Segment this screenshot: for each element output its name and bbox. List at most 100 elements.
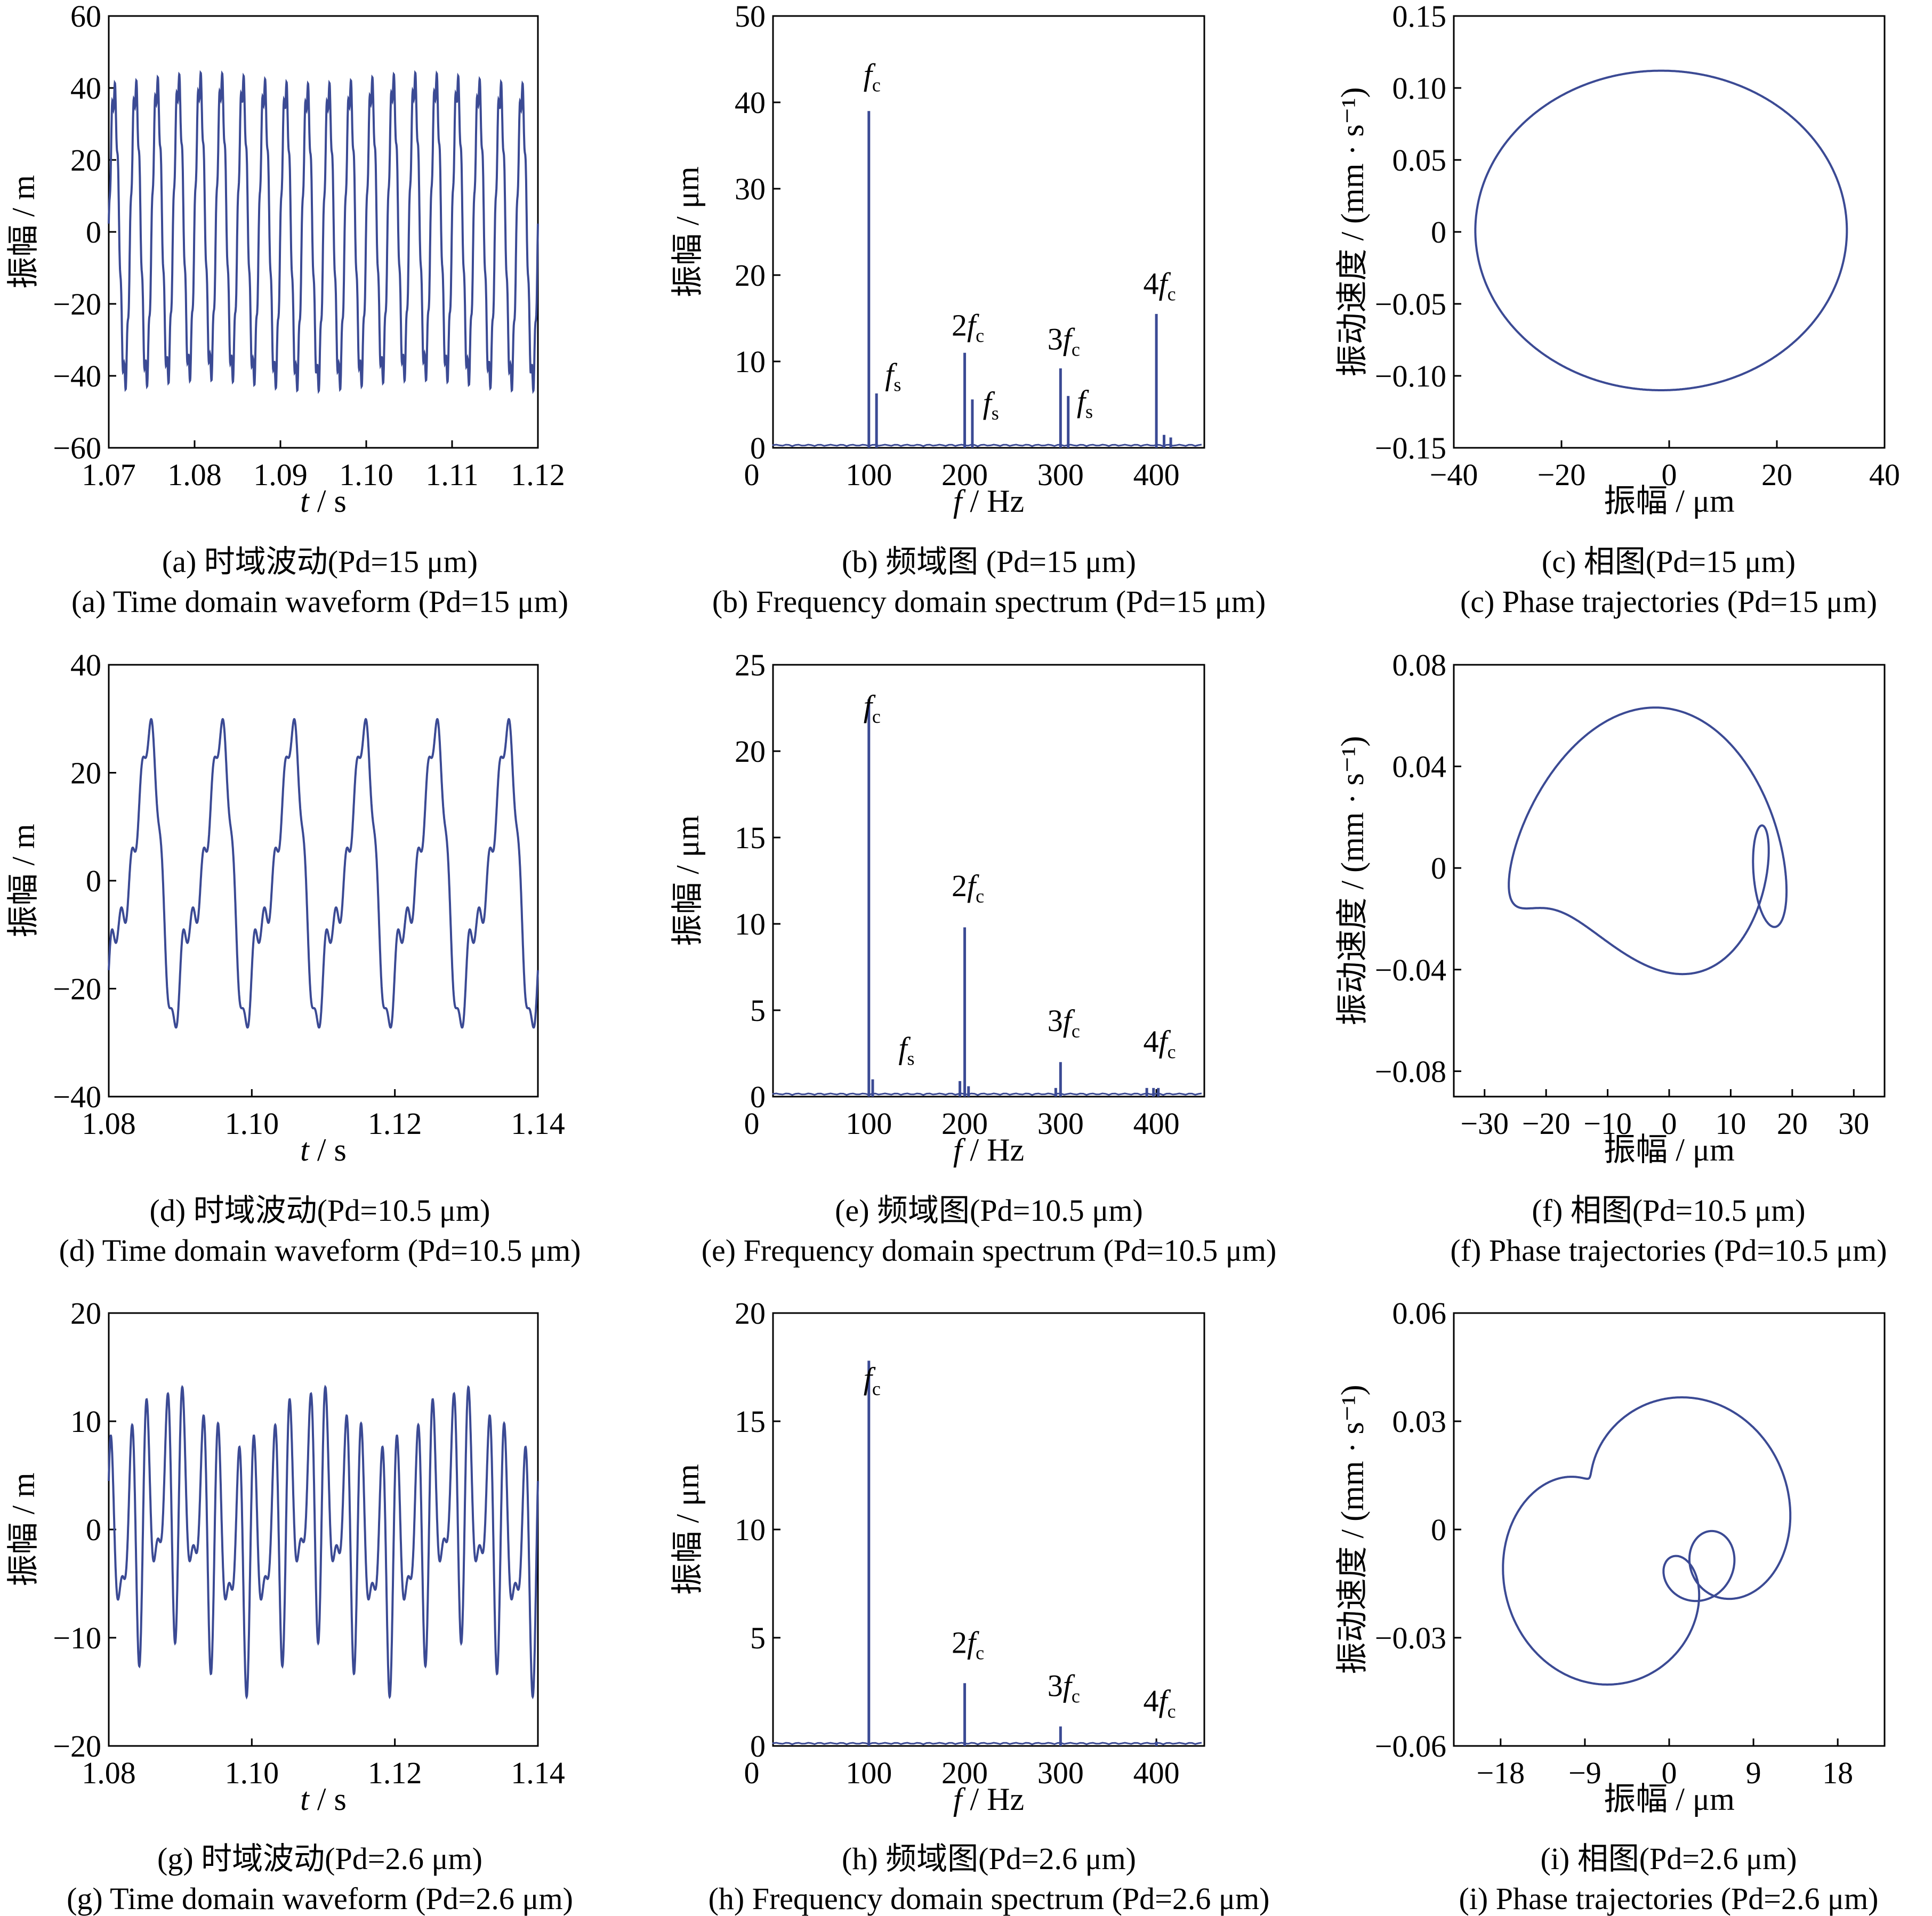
x-tick-label: 200	[941, 1106, 988, 1141]
chart-c: −0.15 −0.10 −0.05 0 0.05 0.10 0.15 −40 −20 0 20 40 振…	[1335, 0, 1900, 519]
x-tick-label: 1.08	[82, 1106, 136, 1141]
x-tick-label: −10	[1583, 1106, 1632, 1141]
y-tick-label: 0	[86, 1512, 101, 1547]
caption-cn-a: (a) 时域波动(Pd=15 μm)	[162, 544, 478, 579]
x-axis-label: f / Hz	[953, 1782, 1024, 1817]
peak-label: 4fc	[1144, 1684, 1176, 1722]
x-tick-label: 1.14	[511, 1756, 565, 1790]
y-tick-label: 30	[735, 172, 766, 206]
phase-trajectory	[1502, 1396, 1792, 1686]
y-tick-label: 40	[735, 85, 766, 120]
caption-cn-d: (d) 时域波动(Pd=10.5 μm)	[149, 1193, 490, 1228]
y-tick-label: 0	[750, 431, 766, 465]
y-axis-label: 振动速度 / (mm · s⁻¹)	[1335, 1385, 1370, 1675]
x-tick-label: 100	[846, 457, 892, 492]
x-tick-label: 200	[941, 1756, 988, 1790]
y-tick-label: −20	[53, 287, 101, 321]
y-axis-label: 振幅 / m	[6, 175, 41, 288]
waveform-series	[108, 718, 539, 1029]
peak-label: 2fc	[952, 308, 984, 346]
y-tick-label: 20	[70, 756, 101, 791]
caption-cn-f: (f) 相图(Pd=10.5 μm)	[1532, 1193, 1806, 1228]
x-tick-label: 1.12	[368, 1756, 422, 1790]
x-tick-label: 400	[1133, 1106, 1180, 1141]
y-tick-label: −0.06	[1375, 1729, 1446, 1764]
caption-cn-e: (e) 频域图(Pd=10.5 μm)	[835, 1193, 1143, 1228]
plot-frame	[1453, 664, 1886, 1098]
y-tick-label: 5	[750, 993, 766, 1028]
y-tick-label: −0.08	[1375, 1054, 1446, 1089]
caption-en-g: (g) Time domain waveform (Pd=2.6 μm)	[67, 1881, 573, 1916]
peak-label: fc	[864, 1361, 881, 1399]
spectrum-baseline	[772, 1092, 1202, 1096]
y-tick-label: 10	[735, 1512, 766, 1547]
y-tick-label: −20	[53, 972, 101, 1007]
chart-h: 0 5 10 15 20 100 200 300 400 0 f / Hz 振幅 / μm fc 2fc 3…	[670, 1296, 1205, 1817]
y-tick-label: −0.15	[1375, 431, 1446, 465]
y-tick-label: 0	[1431, 1512, 1446, 1547]
y-tick-label: 0.05	[1392, 143, 1447, 178]
y-axis-label: 振幅 / μm	[670, 1464, 705, 1595]
y-tick-label: −40	[53, 359, 101, 393]
x-tick-label: 1.10	[339, 457, 393, 492]
phase-trajectory	[1474, 69, 1848, 391]
x-axis-label: t / s	[300, 484, 347, 519]
plot-frame	[108, 664, 539, 1098]
peak-label: fc	[864, 58, 881, 96]
phase-trajectory	[1508, 706, 1788, 976]
caption-en-d: (d) Time domain waveform (Pd=10.5 μm)	[59, 1233, 581, 1268]
y-tick-label: 0.15	[1392, 0, 1447, 34]
x-tick-label: 0	[1662, 457, 1677, 492]
peak-label: 2fc	[952, 1625, 984, 1663]
y-tick-label: 0.04	[1392, 750, 1447, 784]
peak-label: 2fc	[952, 868, 984, 907]
plot-frame	[772, 1312, 1205, 1747]
y-tick-label: 0	[750, 1080, 766, 1114]
y-tick-label: 20	[735, 258, 766, 293]
x-tick-label: 1.07	[82, 457, 136, 492]
y-tick-label: 10	[735, 344, 766, 379]
caption-cn-b: (b) 频域图 (Pd=15 μm)	[842, 544, 1136, 579]
x-axis-label: t / s	[300, 1782, 347, 1817]
y-tick-label: −10	[53, 1621, 101, 1655]
caption-cn-g: (g) 时域波动(Pd=2.6 μm)	[157, 1841, 482, 1876]
x-tick-label: 300	[1037, 1106, 1084, 1141]
x-tick-label: 100	[846, 1106, 892, 1141]
x-tick-label: 0	[1662, 1756, 1677, 1790]
chart-d: −40 −20 0 20 40 1.08 1.10 1.12 1.14 t / s 振幅 / m	[6, 648, 565, 1168]
x-axis-label: t / s	[300, 1132, 347, 1168]
caption-en-a: (a) Time domain waveform (Pd=15 μm)	[71, 584, 569, 619]
x-tick-label: −40	[1430, 457, 1478, 492]
caption-en-c: (c) Phase trajectories (Pd=15 μm)	[1460, 584, 1878, 619]
y-tick-label: 0.10	[1392, 71, 1447, 106]
y-tick-label: −60	[53, 431, 101, 465]
y-tick-label: 40	[70, 648, 101, 682]
x-axis-label: 振幅 / μm	[1604, 1782, 1735, 1817]
y-axis-label: 振幅 / μm	[670, 815, 705, 946]
caption-en-b: (b) Frequency domain spectrum (Pd=15 μm)	[712, 584, 1266, 619]
plot-frame	[772, 664, 1205, 1098]
x-axis-label: 振幅 / μm	[1604, 1132, 1735, 1168]
x-tick-label: 1.11	[425, 457, 478, 492]
peak-label: fs	[1077, 384, 1093, 422]
x-tick-label: 1.14	[511, 1106, 565, 1141]
x-tick-label: 20	[1777, 1106, 1808, 1141]
peak-label: 3fc	[1048, 1669, 1080, 1707]
y-tick-label: 20	[735, 734, 766, 769]
y-tick-label: 15	[735, 1404, 766, 1439]
x-tick-label: 18	[1822, 1756, 1853, 1790]
x-tick-label: −20	[1522, 1106, 1571, 1141]
y-tick-label: −20	[53, 1729, 101, 1764]
y-tick-label: 40	[70, 71, 101, 106]
y-tick-label: 10	[735, 907, 766, 941]
x-tick-label: 9	[1746, 1756, 1761, 1790]
x-axis-label: f / Hz	[953, 1132, 1024, 1168]
x-tick-label: 1.09	[253, 457, 308, 492]
plot-frame	[1453, 15, 1886, 449]
peak-label: 3fc	[1048, 321, 1080, 360]
caption-cn-c: (c) 相图(Pd=15 μm)	[1541, 544, 1796, 579]
x-tick-label: 30	[1838, 1106, 1869, 1141]
caption-cn-h: (h) 频域图(Pd=2.6 μm)	[842, 1841, 1136, 1876]
x-tick-label: 20	[1761, 457, 1792, 492]
